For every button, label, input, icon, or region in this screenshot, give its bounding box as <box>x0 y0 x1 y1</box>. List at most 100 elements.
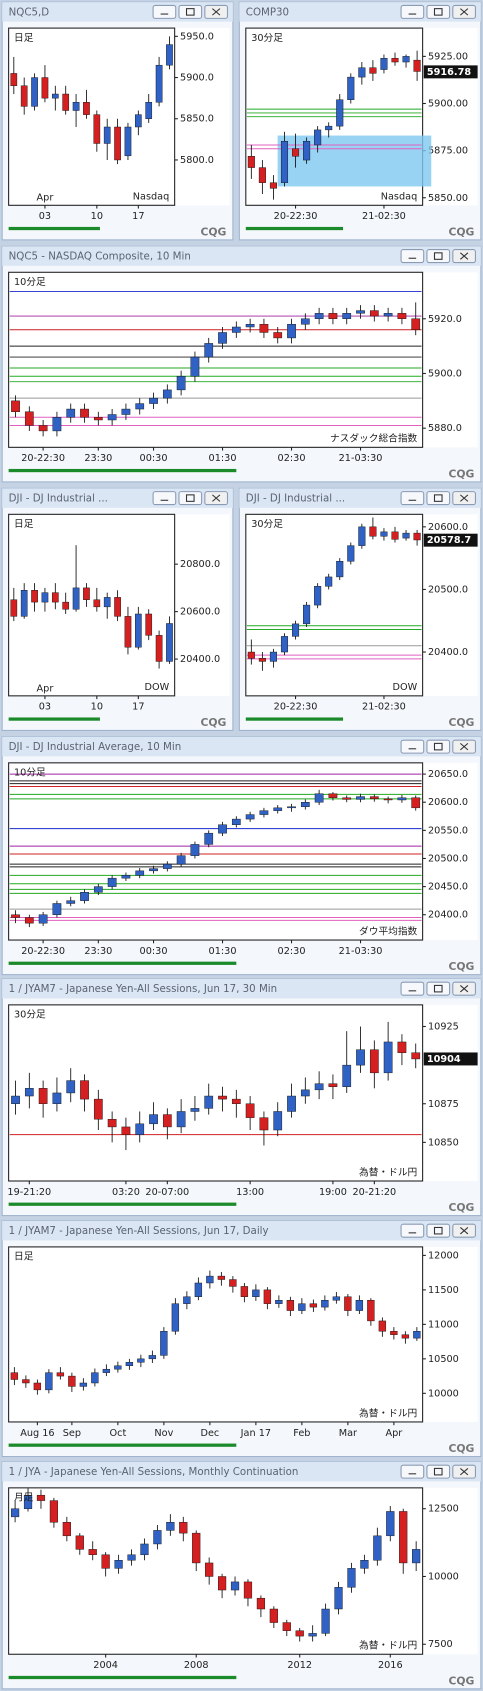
period-label: 30分足 <box>14 1009 46 1021</box>
icon <box>460 1227 469 1235</box>
chart-window: NQC5,D 5950.0 5900.0 5850.0 5800.0 03 10 17 Apr 日… <box>1 1 234 241</box>
window-button-min[interactable] <box>400 491 425 506</box>
candle-body <box>247 651 255 659</box>
window-button-max[interactable] <box>178 4 203 19</box>
candle-body <box>162 389 172 399</box>
icon <box>460 8 469 16</box>
window-button-max[interactable] <box>426 249 451 264</box>
y-tick-label: 5880.0 <box>428 423 462 434</box>
candle-body <box>135 1123 145 1135</box>
candle-body <box>286 1300 295 1311</box>
candle-body <box>62 601 70 610</box>
candle-body <box>303 140 311 161</box>
corner-label: Nasdaq <box>133 192 169 203</box>
plot-area <box>245 513 424 697</box>
candle-body <box>218 1095 227 1100</box>
candle-body <box>66 408 76 418</box>
window-button-max[interactable] <box>426 739 451 754</box>
window-title: NQC5,D <box>9 6 50 18</box>
candle-body <box>275 1300 283 1304</box>
candle-body <box>240 1286 249 1297</box>
x-tick-label: Apr <box>385 1428 402 1439</box>
candle-body <box>252 1289 260 1297</box>
window-button-min[interactable] <box>400 4 425 19</box>
plot-area <box>8 513 176 697</box>
candle-body <box>10 1508 20 1518</box>
x-tick-label: 01:30 <box>209 453 237 464</box>
title-bar <box>2 736 481 757</box>
y-tick-label: 5875.00 <box>428 146 468 157</box>
candle-body <box>179 1522 188 1534</box>
window-button-max[interactable] <box>426 491 451 506</box>
icon <box>460 985 469 993</box>
logo: CQG <box>200 716 226 729</box>
candle-body <box>369 310 379 317</box>
candle-body <box>121 875 131 879</box>
candle-body <box>402 56 410 63</box>
y-tick-label: 5850.0 <box>180 114 214 125</box>
window-button-max[interactable] <box>426 1464 451 1479</box>
candle-body <box>367 1300 375 1322</box>
candle-body <box>356 1049 365 1066</box>
candle-body <box>259 810 269 815</box>
y-tick-label: 20600.0 <box>428 797 468 808</box>
plot-area <box>8 1487 424 1655</box>
candle-body <box>149 1114 158 1125</box>
candle-body <box>24 1088 34 1097</box>
candle-body <box>273 1111 283 1131</box>
candle-body <box>135 114 142 128</box>
window-button-min[interactable] <box>152 4 177 19</box>
candle-body <box>162 1114 172 1128</box>
candle-body <box>218 824 227 834</box>
logo: CQG <box>448 1674 474 1687</box>
window-title: DJI - DJ Industrial ... <box>246 493 345 505</box>
x-tick-label: 19:00 <box>319 1187 347 1198</box>
candle-body <box>325 576 333 587</box>
candle-body <box>121 1126 131 1135</box>
window-button-max[interactable] <box>426 4 451 19</box>
window-button-min[interactable] <box>400 739 425 754</box>
candle-body <box>103 597 111 608</box>
candle-body <box>62 1522 71 1537</box>
window-button-min[interactable] <box>400 249 425 264</box>
window-button-max[interactable] <box>178 491 203 506</box>
candle-body <box>103 126 111 144</box>
candle-body <box>127 1554 136 1561</box>
candle-body <box>52 417 62 432</box>
y-tick-label: 20500.0 <box>428 584 468 595</box>
window-button-max[interactable] <box>426 981 451 996</box>
logo: CQG <box>448 467 474 480</box>
timeline-bar <box>8 1443 237 1447</box>
candle-body <box>149 397 158 404</box>
candle-body <box>259 324 269 333</box>
window-button-min[interactable] <box>400 1464 425 1479</box>
candle-body <box>38 1088 48 1104</box>
y-tick-label: 10000 <box>428 1571 459 1582</box>
candle-body <box>273 332 283 339</box>
candle-body <box>314 586 322 606</box>
period-label: 日足 <box>14 518 34 530</box>
candle-body <box>101 1554 110 1569</box>
plot-area <box>8 1246 424 1423</box>
candle-body <box>355 1300 364 1311</box>
candle-body <box>68 1375 76 1387</box>
candle-body <box>38 425 48 432</box>
candle-body <box>190 844 200 856</box>
x-tick-label: Nov <box>154 1428 173 1439</box>
candle-body <box>52 1092 62 1104</box>
candle-body <box>380 531 388 537</box>
candle-body <box>24 917 34 924</box>
candle-body <box>23 1494 33 1509</box>
window-button-min[interactable] <box>152 491 177 506</box>
y-tick-label: 5920.0 <box>428 314 462 325</box>
candle-body <box>52 903 62 915</box>
candle-body <box>22 1379 30 1384</box>
window-button-min[interactable] <box>400 1223 425 1238</box>
chart-window: DJI - DJ Industrial ... 20800.0 20600.0 204… <box>1 487 234 731</box>
window-button-min[interactable] <box>400 981 425 996</box>
candle-body <box>83 587 90 600</box>
window-button-max[interactable] <box>426 1223 451 1238</box>
x-tick-label: 21-03:30 <box>339 946 383 957</box>
candle-body <box>162 863 172 869</box>
candle-body <box>204 1095 214 1109</box>
